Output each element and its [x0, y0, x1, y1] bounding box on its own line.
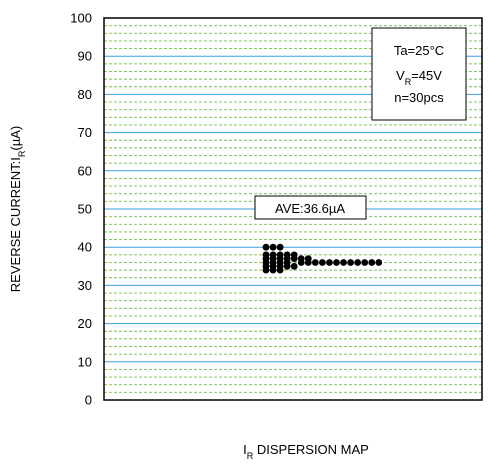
data-point — [375, 259, 383, 266]
note-voltage-subscript: R — [405, 77, 412, 87]
plot-frame — [103, 17, 483, 401]
data-point — [283, 251, 291, 259]
data-point — [290, 262, 298, 270]
average-label: AVE:36.6µA — [254, 195, 367, 220]
note-voltage: VR=45V — [396, 68, 442, 87]
data-point — [354, 259, 362, 266]
y-tick-label: 40 — [78, 240, 92, 255]
note-temperature: Ta=25°C — [394, 43, 444, 58]
data-point — [326, 259, 333, 266]
note-sample-count: n=30pcs — [394, 90, 444, 105]
y-tick-label: 30 — [78, 278, 92, 293]
x-axis-title: IR DISPERSION MAP — [243, 442, 369, 461]
data-point — [319, 259, 326, 266]
y-tick-label: 20 — [78, 316, 92, 331]
conditions-note: Ta=25°C VR=45V n=30pcs — [371, 27, 467, 121]
y-tick-label: 60 — [78, 163, 92, 178]
data-point — [333, 259, 340, 266]
data-point — [276, 243, 284, 251]
y-axis-ticks: 0 10 20 30 40 50 60 70 80 90 100 — [70, 11, 92, 408]
y-tick-label: 100 — [70, 11, 92, 26]
data-point — [262, 243, 270, 251]
data-point — [290, 251, 298, 259]
average-label-box — [254, 195, 367, 220]
data-points — [262, 243, 383, 274]
y-tick-label: 10 — [78, 354, 92, 369]
data-point — [269, 251, 277, 259]
data-point — [276, 251, 284, 259]
y-axis-title-subscript: R — [17, 150, 27, 157]
y-tick-label: 70 — [78, 125, 92, 140]
data-point — [304, 255, 312, 263]
x-axis-title-main: I — [243, 442, 247, 457]
y-tick-label: 80 — [78, 87, 92, 102]
y-axis-title-unit: (µA) — [8, 126, 23, 151]
data-point — [311, 259, 319, 266]
x-axis-title-rest: DISPERSION MAP — [253, 442, 369, 457]
y-tick-label: 90 — [78, 49, 92, 64]
note-voltage-value: =45V — [411, 68, 442, 83]
y-tick-label: 50 — [78, 202, 92, 217]
data-point — [340, 259, 347, 266]
y-axis-title: REVERSE CURRENT:IR(µA) — [8, 126, 27, 292]
y-tick-label: 0 — [85, 393, 92, 408]
data-point — [347, 259, 354, 266]
data-point — [262, 251, 270, 259]
conditions-note-box — [371, 27, 467, 121]
average-label-text: AVE:36.6µA — [275, 201, 345, 216]
x-axis-title-subscript: R — [247, 451, 254, 461]
data-point — [368, 259, 376, 266]
data-point — [361, 259, 369, 266]
note-voltage-main: V — [396, 68, 405, 83]
data-point — [269, 243, 277, 251]
y-axis-title-main: REVERSE CURRENT:I — [8, 157, 23, 292]
data-point — [297, 255, 305, 263]
